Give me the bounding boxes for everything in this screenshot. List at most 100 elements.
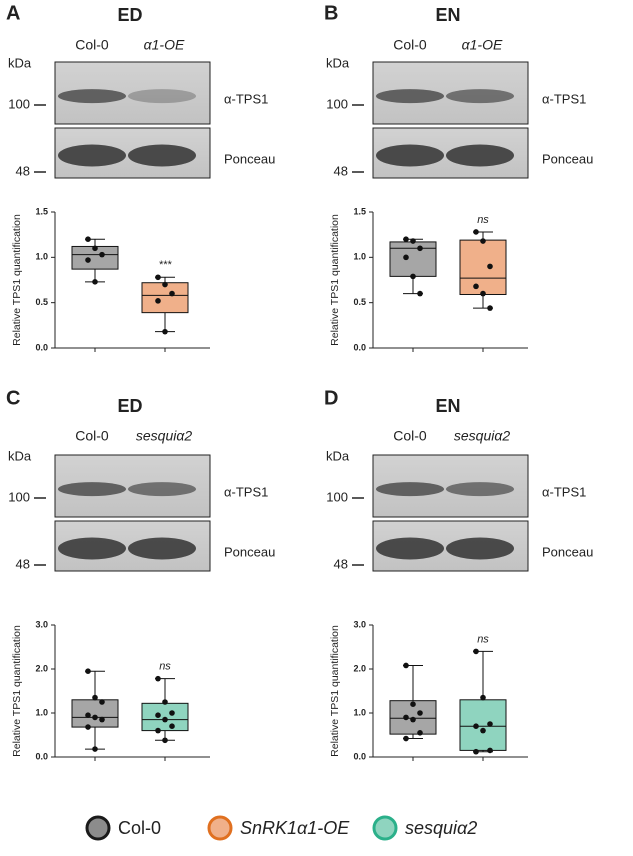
data-point [487, 747, 493, 754]
data-point [473, 229, 479, 235]
panel-title: ED [117, 396, 142, 416]
y-tick-label: 3.0 [353, 619, 366, 629]
blot-band [376, 89, 444, 104]
data-point [99, 251, 105, 258]
blot-band [128, 144, 196, 167]
lane-label: Col-0 [393, 37, 427, 53]
blot-band [446, 537, 514, 560]
kda-label: kDa [8, 448, 32, 463]
blot-label: α-TPS1 [542, 484, 586, 499]
panel-title: EN [435, 396, 460, 416]
legend-label: sesquiα2 [405, 818, 477, 838]
data-point [403, 735, 409, 742]
blot-label: Ponceau [224, 151, 275, 166]
data-point [410, 273, 416, 280]
marker-label: 48 [16, 163, 30, 178]
significance: ns [477, 214, 489, 226]
y-tick-label: 0.5 [353, 297, 366, 307]
legend-swatch [372, 815, 398, 841]
y-tick-label: 2.0 [35, 663, 48, 673]
data-point [480, 290, 486, 297]
data-point [480, 694, 486, 701]
blot-band [58, 482, 126, 497]
kda-label: kDa [326, 55, 350, 70]
box [141, 282, 189, 314]
blot-label: α-TPS1 [542, 91, 586, 106]
data-point [403, 662, 409, 669]
blot-label: α-TPS1 [224, 91, 268, 106]
data-point [473, 283, 479, 290]
data-point [162, 737, 168, 744]
box [141, 702, 189, 732]
panel-letter: A [6, 2, 20, 24]
data-point [155, 712, 161, 718]
marker-label: 100 [8, 96, 30, 111]
lane-label: Col-0 [75, 428, 109, 444]
y-tick-label: 1.0 [35, 707, 48, 717]
y-axis-label: Relative TPS1 quantification [329, 214, 341, 346]
blot-band [446, 482, 514, 497]
blot-band [376, 144, 444, 167]
legend-label: Col-0 [118, 818, 161, 838]
legend-swatch [85, 815, 111, 841]
y-tick-label: 0.0 [353, 342, 366, 352]
panel-letter: D [324, 387, 338, 409]
data-point [162, 716, 168, 723]
panel: B EN Col-0 α1-OE kDa α-TPS1 Ponceau 100 48 0.0 0.5… [324, 2, 593, 352]
data-point [92, 694, 98, 701]
y-axis-label: Relative TPS1 quantification [329, 625, 341, 757]
data-point [473, 648, 479, 655]
lane-label: Col-0 [393, 428, 427, 444]
data-point [487, 305, 493, 311]
data-point [155, 727, 161, 734]
blot-band [376, 537, 444, 560]
y-tick-label: 0.0 [353, 751, 366, 761]
blot-band [446, 144, 514, 167]
data-point [487, 721, 493, 727]
blot-band [128, 537, 196, 560]
data-point [169, 723, 175, 729]
lane-label: sesquiα2 [136, 428, 192, 444]
significance: *** [159, 259, 173, 271]
data-point [417, 245, 423, 252]
box [389, 241, 437, 277]
marker-label: 48 [334, 556, 348, 571]
lane-label: Col-0 [75, 37, 109, 53]
data-point [169, 710, 175, 716]
legend-swatch [207, 815, 233, 841]
data-point [162, 328, 168, 335]
significance: ns [159, 661, 171, 673]
data-point [99, 699, 105, 705]
panel-letter: C [6, 387, 20, 409]
y-tick-label: 2.0 [353, 663, 366, 673]
data-point [417, 290, 423, 297]
panel: A ED Col-0 α1-OE kDa α-TPS1 Ponceau 100 48 0.0 0.5… [6, 2, 275, 352]
significance: ns [477, 633, 489, 645]
data-point [403, 236, 409, 242]
blot-label: Ponceau [542, 544, 593, 559]
data-point [155, 274, 161, 281]
blot-label: Ponceau [542, 151, 593, 166]
blot-band [128, 89, 196, 104]
data-point [473, 748, 479, 755]
data-point [85, 668, 91, 674]
lane-label: sesquiα2 [454, 428, 510, 444]
data-point [85, 724, 91, 730]
marker-label: 100 [8, 489, 30, 504]
data-point [92, 245, 98, 252]
data-point [155, 298, 161, 304]
legend-label: SnRK1α1-OE [240, 818, 350, 838]
blot-band [58, 144, 126, 167]
y-axis-label: Relative TPS1 quantification [11, 625, 23, 757]
marker-label: 48 [16, 556, 30, 571]
data-point [403, 254, 409, 261]
data-point [410, 238, 416, 244]
panel: C ED Col-0 sesquiα2 kDa α-TPS1 Ponceau 100 48 0.0… [6, 387, 275, 761]
blot-band [128, 482, 196, 497]
marker-label: 48 [334, 163, 348, 178]
marker-label: 100 [326, 96, 348, 111]
data-point [480, 238, 486, 244]
panel: D EN Col-0 sesquiα2 kDa α-TPS1 Ponceau 100 48 0.0… [324, 387, 593, 761]
y-axis-label: Relative TPS1 quantification [11, 214, 23, 346]
kda-label: kDa [326, 448, 350, 463]
